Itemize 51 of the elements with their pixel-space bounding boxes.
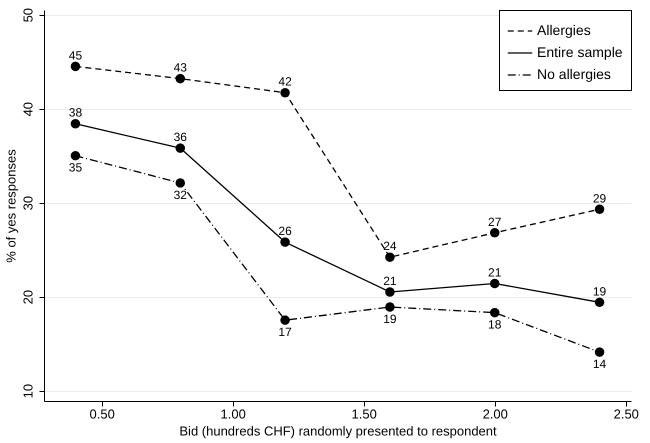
- x-tick-label: 0.50: [89, 406, 115, 422]
- point: [280, 315, 290, 325]
- x-tick-label: 1.00: [220, 406, 246, 422]
- point: [594, 204, 604, 214]
- data-label: 19: [383, 312, 397, 326]
- data-label: 35: [68, 160, 82, 175]
- point: [490, 278, 500, 288]
- point: [385, 252, 395, 262]
- data-label: 27: [488, 214, 502, 229]
- y-tick-label: 30: [20, 196, 36, 210]
- data-label: 45: [68, 48, 82, 62]
- legend-label: Allergies: [537, 22, 591, 38]
- data-label: 29: [592, 191, 607, 206]
- y-tick-label: 50: [20, 8, 36, 22]
- data-label: 32: [174, 188, 188, 202]
- data-label: 14: [592, 357, 607, 372]
- point: [280, 237, 290, 247]
- point: [385, 302, 395, 312]
- point: [70, 62, 80, 72]
- data-label: 36: [174, 130, 188, 144]
- y-tick-label: 10: [20, 384, 36, 398]
- point: [594, 298, 604, 308]
- data-label: 38: [68, 106, 82, 120]
- y-tick-label: 20: [20, 290, 36, 304]
- x-tick-label: 2.50: [614, 406, 639, 422]
- data-label: 42: [278, 74, 292, 89]
- data-label: 26: [278, 224, 292, 238]
- y-tick-label: 40: [20, 102, 36, 116]
- y-axis-title: % of yes responses: [4, 148, 18, 263]
- point: [176, 74, 186, 84]
- point: [70, 118, 80, 128]
- point: [70, 150, 80, 160]
- data-label: 24: [383, 239, 397, 254]
- point: [385, 287, 395, 297]
- data-label: 43: [174, 60, 188, 75]
- data-label: 18: [488, 318, 502, 332]
- data-label: 17: [278, 325, 292, 340]
- data-label: 19: [592, 284, 607, 298]
- point: [490, 308, 500, 318]
- point: [490, 228, 500, 238]
- point: [176, 178, 186, 188]
- legend-label: Entire sample: [537, 44, 623, 60]
- x-axis-title: Bid (hundreds CHF) randomly presented to respondent: [179, 424, 497, 438]
- data-label: 21: [383, 274, 397, 288]
- legend-label: No allergies: [537, 66, 611, 82]
- x-tick-label: 2.00: [482, 406, 508, 422]
- point: [176, 143, 186, 153]
- x-tick-label: 1.50: [352, 406, 377, 422]
- point: [594, 347, 604, 357]
- point: [280, 88, 290, 98]
- data-label: 21: [488, 266, 502, 280]
